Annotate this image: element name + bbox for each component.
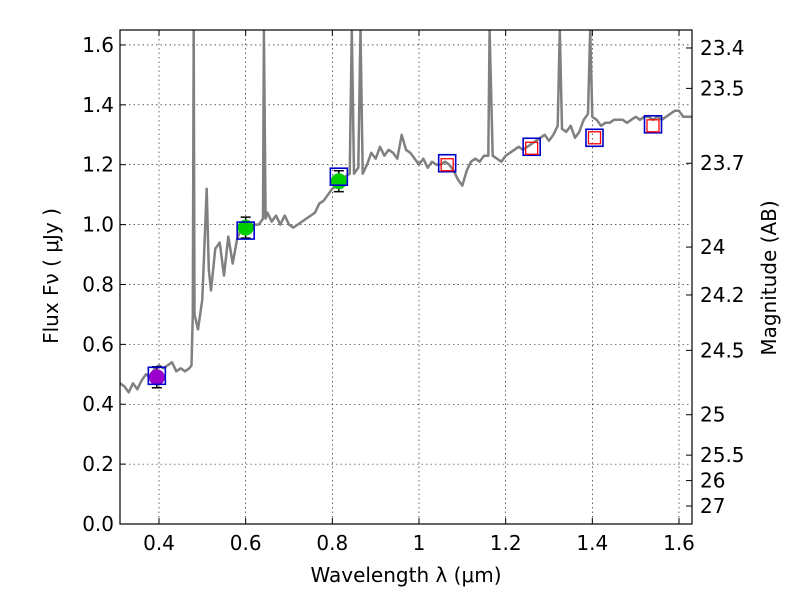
y-tick-label: 1.6 bbox=[82, 33, 114, 57]
mag-tick-label: 25 bbox=[700, 403, 725, 427]
mag-tick-label: 23.4 bbox=[700, 36, 745, 60]
x-tick-label: 1 bbox=[413, 531, 426, 555]
mag-tick-label: 24.5 bbox=[700, 338, 745, 362]
x-tick-label: 1.2 bbox=[490, 531, 522, 555]
mag-tick-label: 25.5 bbox=[700, 443, 745, 467]
plot-frame bbox=[119, 29, 693, 525]
x-tick-label: 0.8 bbox=[316, 531, 348, 555]
model-photometry-point bbox=[437, 153, 457, 173]
x-tick-label: 0.6 bbox=[230, 531, 262, 555]
model-photometry-point bbox=[236, 221, 255, 240]
model-photometry-point bbox=[329, 167, 349, 187]
x-tick-label: 1.4 bbox=[576, 531, 608, 555]
axes: 0.4 0.6 0.8 1 1.2 1.4 1.6 0.0 0.2 0.4 0.6 0.8 1.0 1.2… bbox=[82, 29, 745, 555]
mag-tick-label: 26 bbox=[700, 469, 725, 493]
detection-point bbox=[330, 173, 347, 190]
model-photometry-point bbox=[522, 137, 541, 157]
x-axis-label: Wavelength λ (μm) bbox=[310, 563, 501, 587]
detection-point bbox=[237, 219, 254, 236]
mag-tick-label: 27 bbox=[700, 494, 725, 518]
mag-tick-label: 24 bbox=[700, 235, 725, 259]
y-tick-label: 0.8 bbox=[82, 272, 114, 296]
detection-point bbox=[148, 369, 165, 386]
y-tick-label: 0.0 bbox=[82, 512, 114, 536]
y-tick-label: 0.4 bbox=[82, 392, 114, 416]
y-tick-label: 0.6 bbox=[82, 332, 114, 356]
y-tick-label: 1.4 bbox=[82, 93, 114, 117]
y-tick-label: 1.2 bbox=[82, 153, 114, 177]
model-photometry-point bbox=[643, 115, 663, 134]
upper-limit-point bbox=[587, 131, 602, 145]
x-tick-label: 1.6 bbox=[663, 531, 695, 555]
y-tick-label: 0.2 bbox=[82, 452, 114, 476]
mag-tick-label: 23.7 bbox=[700, 151, 745, 175]
model-photometry-point bbox=[147, 366, 167, 386]
y2-axis-label: Magnitude (AB) bbox=[757, 200, 781, 355]
spectrum-line bbox=[120, 30, 692, 394]
upper-limit-point bbox=[646, 119, 660, 133]
spectrum-layer bbox=[120, 30, 692, 394]
model-photometry-point bbox=[585, 128, 604, 148]
x-tick-label: 0.4 bbox=[143, 531, 175, 555]
mag-tick-label: 24.2 bbox=[700, 283, 745, 307]
upper-limit-point bbox=[525, 141, 539, 155]
grid bbox=[120, 30, 692, 525]
upper-limit-point bbox=[440, 158, 454, 172]
photometry-layer bbox=[147, 115, 663, 389]
y-axis-label: Flux Fν ( μJy ) bbox=[39, 208, 63, 344]
y-tick-label: 1.0 bbox=[82, 213, 114, 237]
mag-tick-label: 23.5 bbox=[700, 76, 745, 100]
